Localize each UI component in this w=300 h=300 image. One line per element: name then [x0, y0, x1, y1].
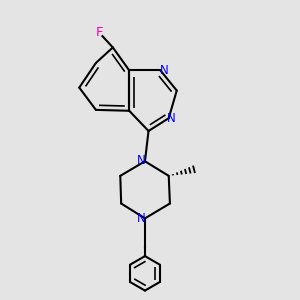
Text: N: N [160, 64, 168, 77]
Text: N: N [136, 154, 145, 167]
Text: F: F [96, 26, 103, 39]
Text: N: N [167, 112, 176, 125]
Text: N: N [137, 212, 146, 225]
